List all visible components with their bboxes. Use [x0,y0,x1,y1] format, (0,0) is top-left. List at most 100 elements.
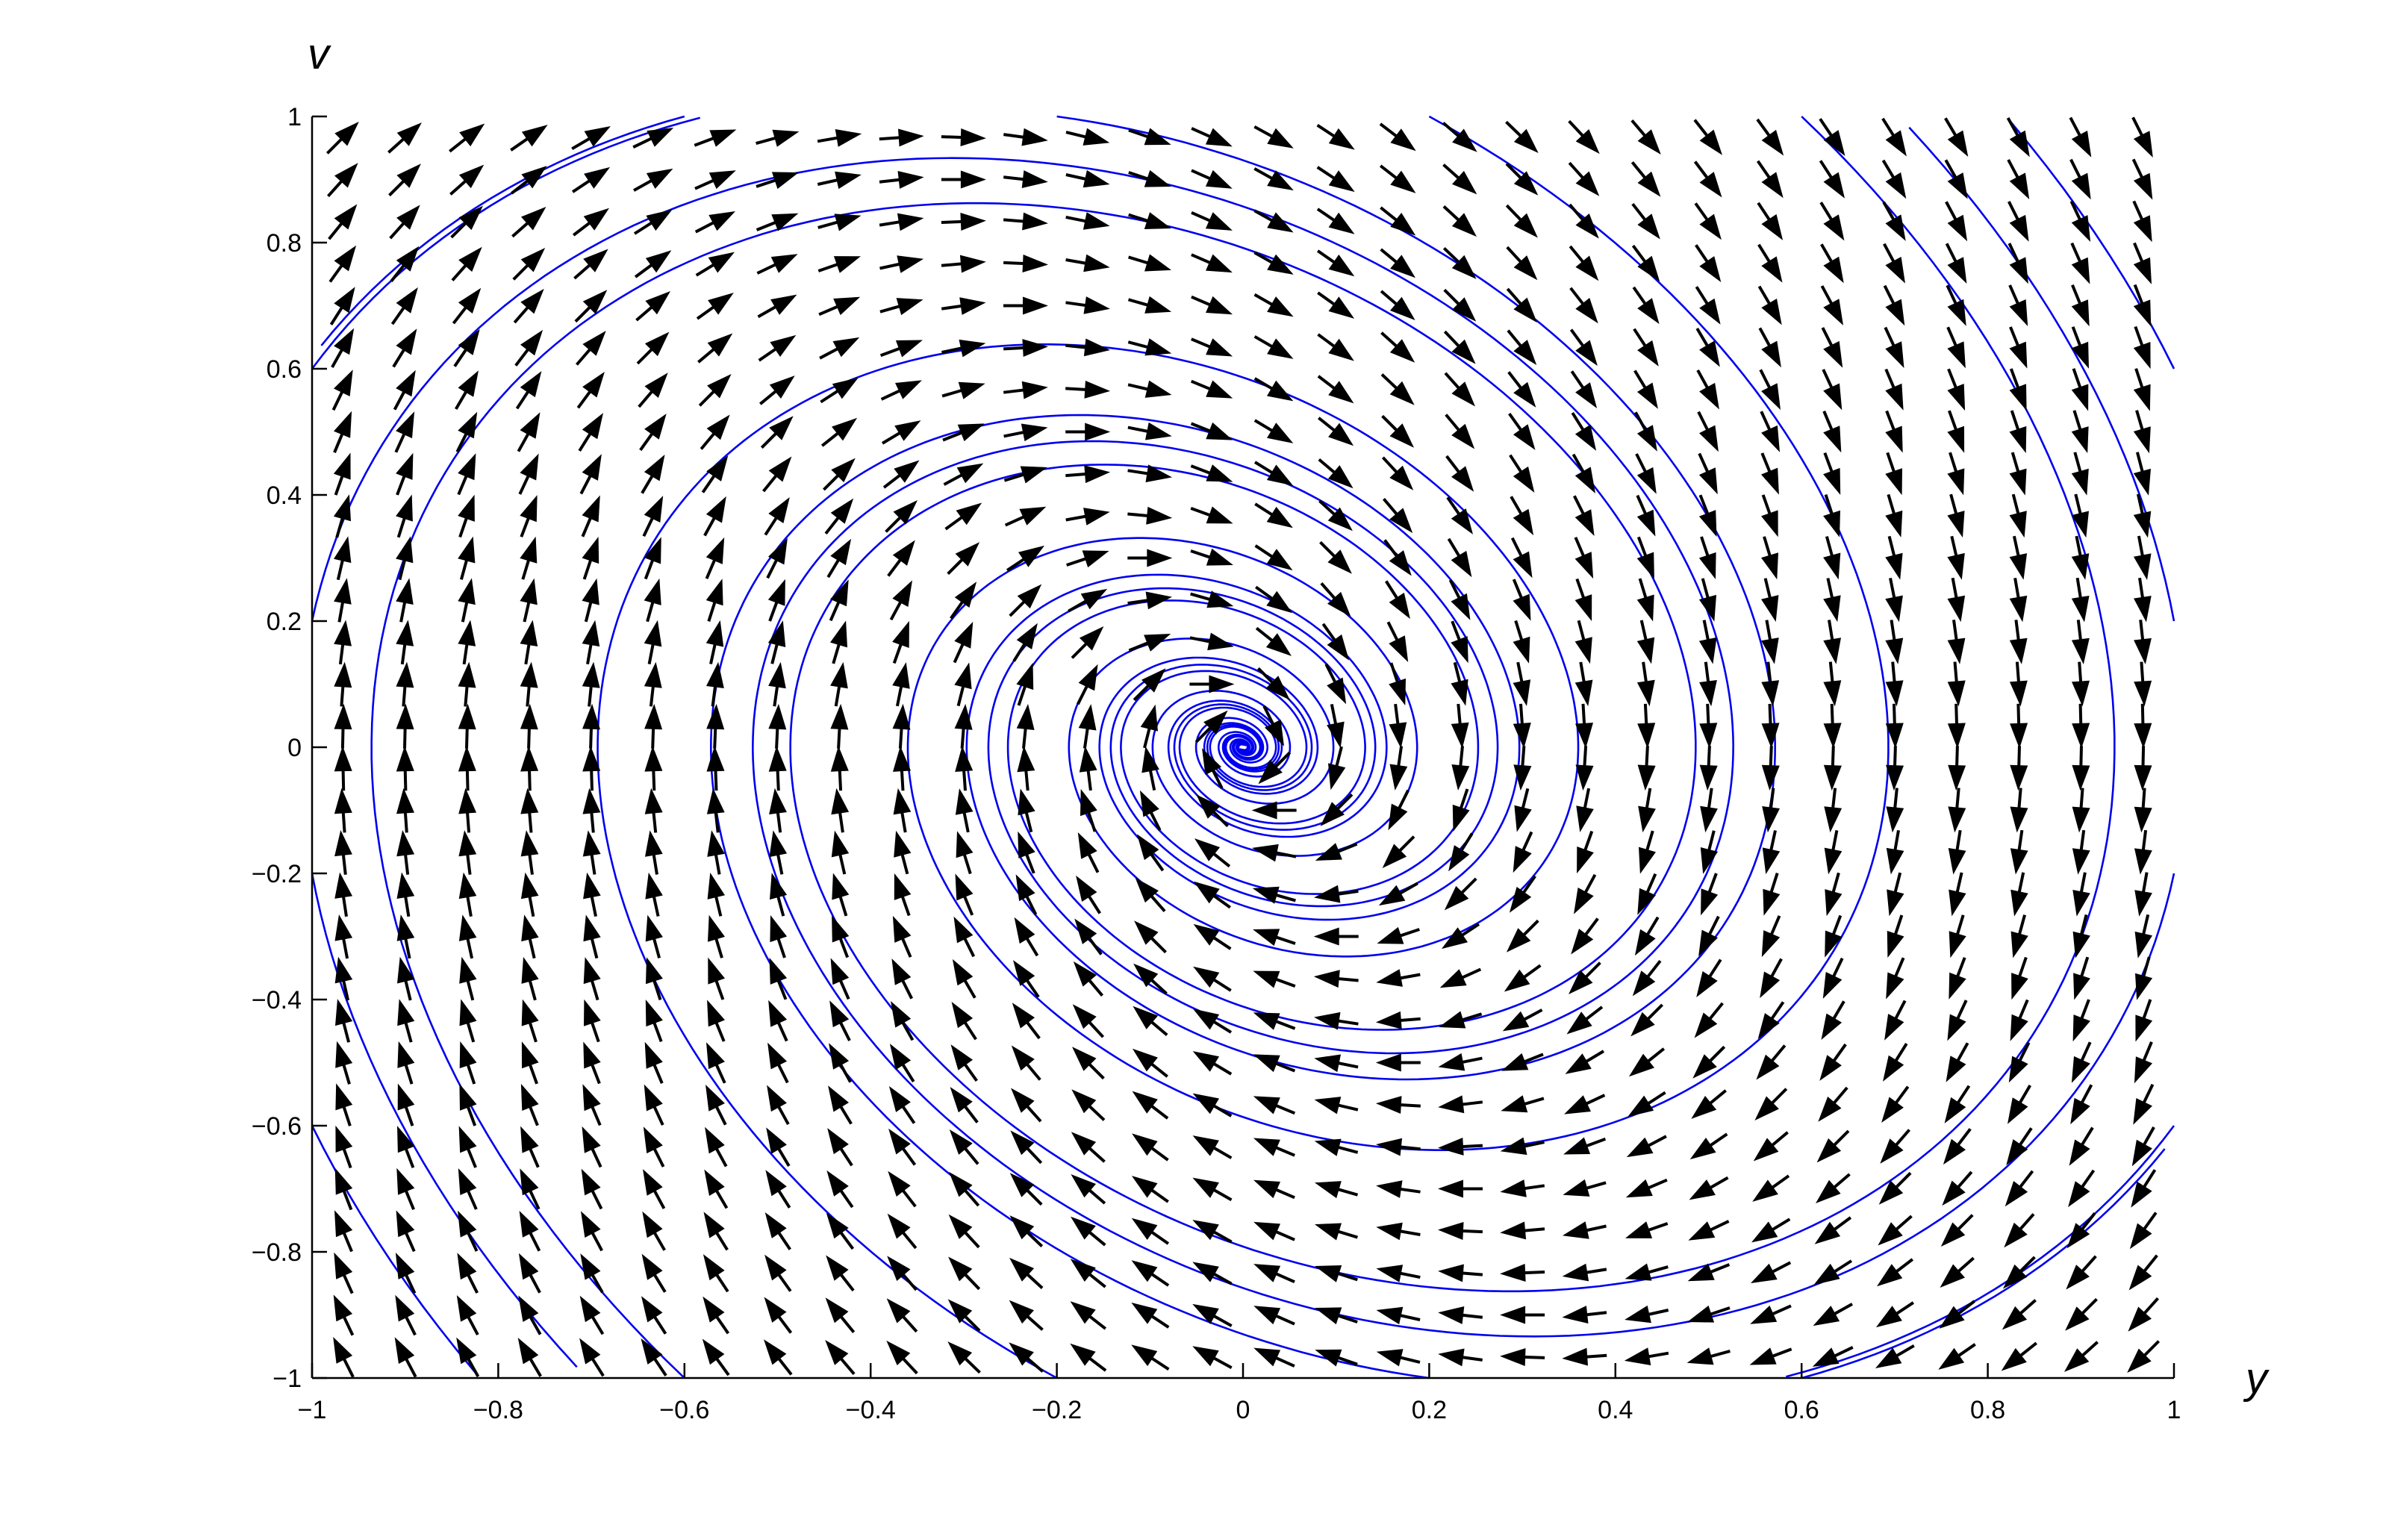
x-tick-label: −0.8 [473,1396,523,1424]
vector-arrow [1509,454,1535,493]
vector-arrow [1016,704,1035,749]
vector-arrow [1314,1054,1359,1073]
vector-arrow [518,1295,542,1335]
vector-arrow [1252,844,1297,862]
vector-arrow [762,456,792,493]
x-tick-label: −0.6 [659,1396,709,1424]
vector-arrow [1131,1260,1170,1287]
vector-arrow [889,1044,915,1082]
vector-arrow [887,1213,918,1250]
vector-arrow [1500,1221,1545,1240]
vector-arrow [1442,122,1477,152]
vector-arrow [1127,296,1172,314]
vector-arrow [2003,1256,2036,1289]
vector-arrow [950,1087,979,1123]
vector-arrow [458,1168,478,1210]
vector-arrow [517,1338,542,1377]
vector-arrow [2071,284,2090,327]
vector-arrow [1570,370,1598,408]
vector-arrow [1701,873,1719,916]
vector-arrow [2069,200,2091,242]
vector-arrow [954,662,972,707]
vector-arrow [1328,746,1346,791]
vector-arrow [1947,703,1966,749]
vector-arrow [1253,1221,1295,1241]
vector-arrow [1253,125,1294,149]
vector-arrow [397,1041,415,1085]
vector-arrow [396,703,414,749]
vector-arrow [1314,1097,1359,1115]
vector-arrow [2133,410,2151,454]
vector-arrow [1070,1259,1106,1288]
vector-arrow [582,537,599,580]
vector-arrow [1127,422,1172,440]
vector-arrow [767,1085,790,1126]
vector-arrow [397,999,415,1043]
vector-arrow [331,370,353,411]
vector-arrow [1819,118,1845,156]
vector-arrow [770,915,788,958]
vector-arrow [1625,1221,1669,1238]
vector-arrow [1009,1173,1043,1206]
vector-arrow [2009,577,2028,623]
vector-arrow [1761,703,1780,749]
vector-arrow [1013,960,1040,998]
vector-arrow [1194,710,1228,743]
vector-arrow [1949,872,1966,917]
vector-arrow [328,245,357,283]
vector-arrow [1884,1000,1907,1041]
vector-arrow [831,788,850,833]
vector-arrow [1253,293,1294,317]
vector-arrow [1877,1258,1914,1287]
vector-arrow [2069,1126,2094,1166]
vector-arrow [1562,1347,1607,1366]
vector-arrow [1003,212,1048,231]
vector-arrow [633,168,673,192]
vector-arrow [397,1126,415,1168]
vector-arrow [1761,494,1778,537]
vector-arrow [1009,1257,1044,1289]
vector-arrow [2134,1041,2153,1084]
vector-arrow [1763,872,1781,916]
vector-arrow [1127,464,1172,483]
vector-arrow [584,999,601,1043]
vector-arrow [955,873,974,916]
vector-arrow [1944,159,1968,199]
y-tick-label: 0.6 [267,355,302,384]
vector-arrow [1813,1303,1853,1327]
vector-arrow [2131,116,2153,158]
vector-arrow [2066,1255,2097,1290]
vector-arrow [1749,1347,1792,1365]
vector-arrow [760,416,794,449]
vector-arrow [705,620,724,664]
vector-arrow [334,578,352,623]
vector-arrow [1003,170,1048,188]
vector-arrow [1009,1342,1044,1373]
vector-arrow [2072,788,2090,833]
vector-arrow [1135,877,1166,913]
vector-arrow [1389,746,1408,791]
vector-arrow [769,830,788,875]
vector-arrow [645,872,663,917]
vector-arrow [334,661,352,707]
vector-arrow [1635,453,1657,494]
vector-arrow [1253,929,1296,947]
vector-arrow [645,914,663,958]
vector-arrow [1883,284,1905,326]
trajectory-13-fwd [370,202,1697,1379]
vector-arrow [1128,212,1171,229]
x-axis-label: y [2243,1354,2270,1403]
y-tick-label: −0.2 [252,860,302,888]
vector-arrow [2011,956,2028,1000]
vector-arrow [395,1294,417,1336]
vector-arrow [1946,326,1966,369]
vector-arrow [1191,169,1233,189]
vector-arrow [824,498,854,535]
vector-arrow [582,661,600,707]
vector-arrow [583,872,601,917]
vector-arrow [582,1084,602,1126]
vector-arrow [832,873,850,917]
vector-arrow [955,788,974,833]
vector-arrow [767,620,786,664]
vector-arrow [1884,326,1904,369]
